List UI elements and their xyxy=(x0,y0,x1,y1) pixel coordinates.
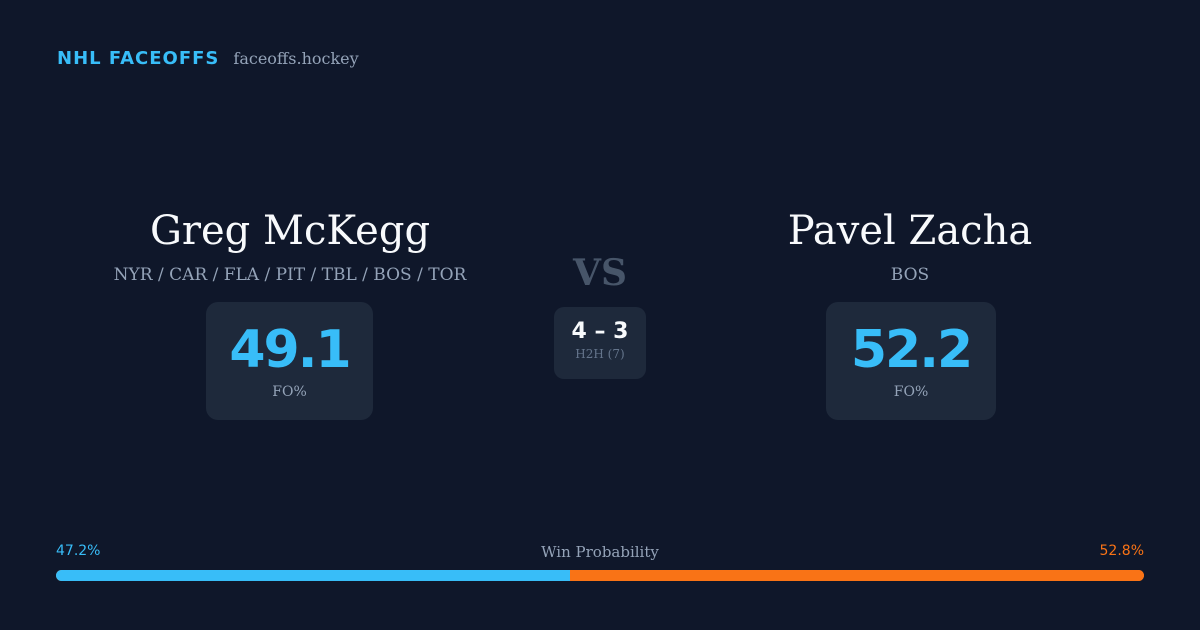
player-right-fo-stat: 52.2 FO% xyxy=(826,302,996,420)
win-probability-right-label: 52.8% xyxy=(1099,543,1144,559)
win-probability-left-fill xyxy=(56,570,570,581)
h2h-label: H2H (7) xyxy=(575,347,625,361)
player-left-fo-stat: 49.1 FO% xyxy=(206,302,373,420)
player-left-teams: NYR / CAR / FLA / PIT / TBL / BOS / TOR xyxy=(113,265,467,285)
player-left-name: Greg McKegg xyxy=(149,208,431,254)
brand-title[interactable]: NHL FACEOFFS xyxy=(57,48,220,69)
win-probability-bar xyxy=(56,570,1144,581)
player-right-fo-value: 52.2 xyxy=(850,320,973,380)
versus-label: VS xyxy=(573,252,627,294)
head-to-head-box: 4 – 3 H2H (7) xyxy=(554,307,646,379)
player-left-card: Greg McKegg NYR / CAR / FLA / PIT / TBL … xyxy=(80,206,500,286)
win-probability-left-label: 47.2% xyxy=(56,543,101,559)
player-right-name: Pavel Zacha xyxy=(787,208,1033,254)
player-left-fo-label: FO% xyxy=(272,384,307,400)
player-right-teams: BOS xyxy=(890,265,930,285)
win-probability-title: Win Probability xyxy=(541,543,659,561)
player-right-fo-label: FO% xyxy=(893,384,929,400)
h2h-score: 4 – 3 xyxy=(571,319,629,344)
win-probability-labels: 47.2% Win Probability 52.8% xyxy=(56,543,1144,563)
site-header: NHL FACEOFFS faceoffs.hockey xyxy=(57,48,359,69)
win-probability-right-fill xyxy=(569,570,1144,581)
site-domain[interactable]: faceoffs.hockey xyxy=(233,49,359,68)
player-right-card: Pavel Zacha BOS xyxy=(700,206,1120,286)
player-left-fo-value: 49.1 xyxy=(229,320,351,380)
